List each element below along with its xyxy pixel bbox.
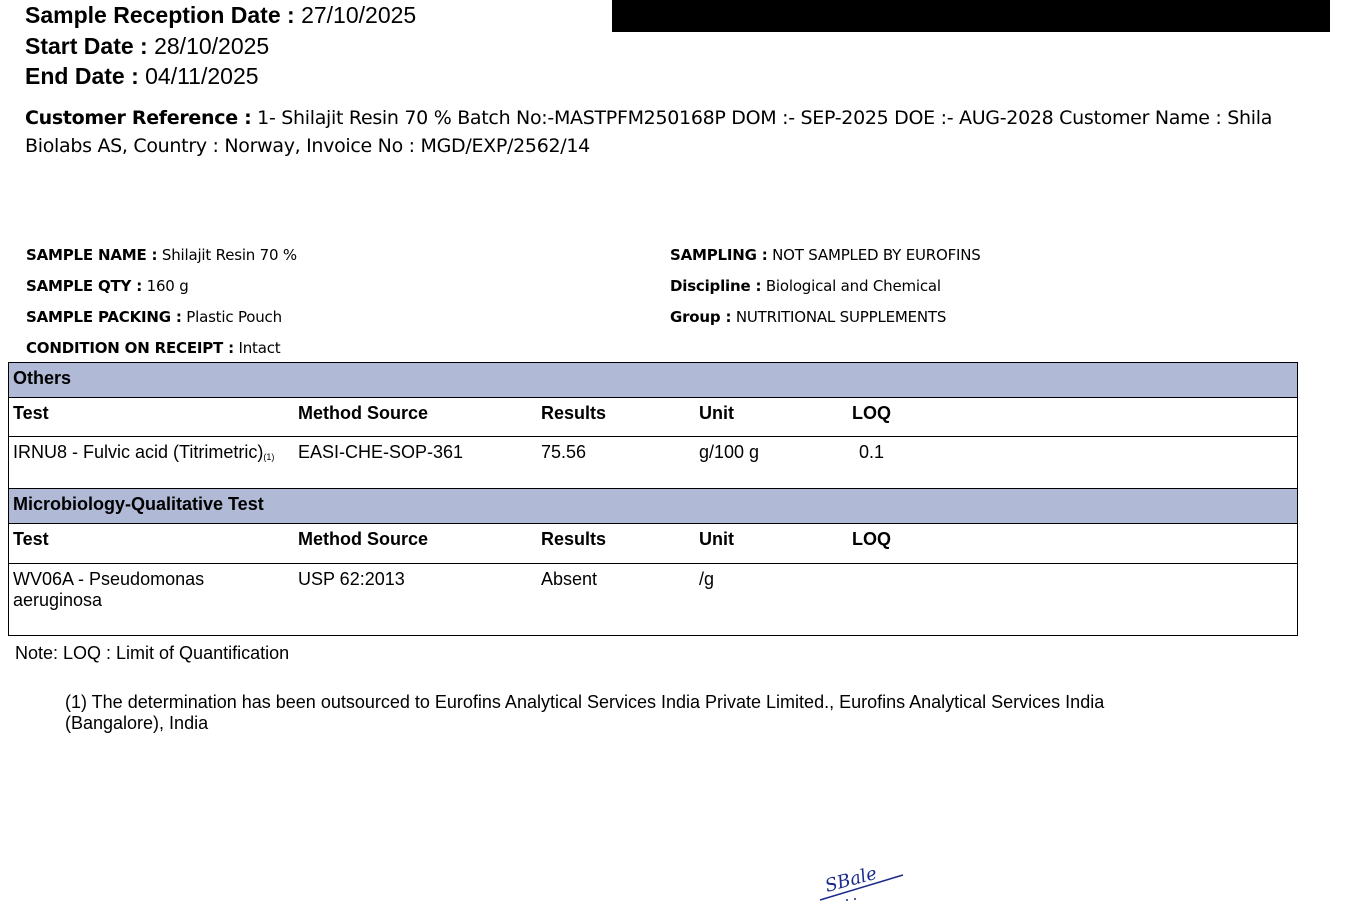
col-method: Method Source bbox=[298, 529, 429, 549]
cell-test: IRNU8 - Fulvic acid (Titrimetric)(1) bbox=[13, 442, 275, 462]
start-date: Start Date : 28/10/2025 bbox=[25, 33, 270, 59]
footnote-line2: (Bangalore), India bbox=[65, 713, 209, 733]
svg-text:SBale: SBale bbox=[823, 863, 879, 897]
col-results: Results bbox=[541, 529, 607, 549]
table-row: IRNU8 - Fulvic acid (Titrimetric)(1) EAS… bbox=[9, 437, 1297, 489]
column-header-row: Test Method Source Results Unit LOQ bbox=[9, 398, 1297, 437]
column-header-row: Test Method Source Results Unit LOQ bbox=[9, 524, 1297, 564]
cell-loq: 0.1 bbox=[859, 442, 885, 462]
cell-method: EASI-CHE-SOP-361 bbox=[298, 442, 464, 462]
cell-method: USP 62:2013 bbox=[298, 569, 405, 589]
col-unit: Unit bbox=[699, 529, 734, 549]
col-loq: LOQ bbox=[852, 403, 891, 423]
condition-on-receipt: CONDITION ON RECEIPT : Intact bbox=[26, 339, 281, 357]
col-results: Results bbox=[541, 403, 607, 423]
cell-unit: g/100 g bbox=[699, 442, 760, 462]
cell-test: WV06A - Pseudomonas aeruginosa bbox=[13, 569, 205, 610]
sample-qty: SAMPLE QTY : 160 g bbox=[26, 277, 189, 295]
discipline: Discipline : Biological and Chemical bbox=[670, 277, 941, 295]
col-test: Test bbox=[13, 529, 49, 549]
cell-result: 75.56 bbox=[541, 442, 587, 462]
cell-unit: /g bbox=[699, 569, 715, 589]
section-header-microbiology: Microbiology-Qualitative Test bbox=[9, 488, 1297, 524]
signature-image: SBale bbox=[819, 863, 904, 901]
sample-reception-date: Sample Reception Date : 27/10/2025 bbox=[25, 2, 417, 28]
footnote-line1: (1) The determination has been outsource… bbox=[65, 692, 1105, 712]
sample-packing: SAMPLE PACKING : Plastic Pouch bbox=[26, 308, 282, 326]
loq-note: Note: LOQ : Limit of Quantification bbox=[15, 643, 290, 663]
col-unit: Unit bbox=[699, 403, 734, 423]
sample-name: SAMPLE NAME : Shilajit Resin 70 % bbox=[26, 246, 297, 264]
redaction-block bbox=[612, 0, 1330, 32]
end-date: End Date : 04/11/2025 bbox=[25, 63, 259, 89]
results-table: Others Test Method Source Results Unit L… bbox=[8, 362, 1298, 636]
col-test: Test bbox=[13, 403, 49, 423]
col-method: Method Source bbox=[298, 403, 429, 423]
cell-result: Absent bbox=[541, 569, 598, 589]
table-row: WV06A - Pseudomonas aeruginosa USP 62:201… bbox=[9, 564, 1297, 635]
col-loq: LOQ bbox=[852, 529, 891, 549]
group: Group : NUTRITIONAL SUPPLEMENTS bbox=[670, 308, 947, 326]
section-header-others: Others bbox=[9, 363, 1297, 398]
customer-reference: Customer Reference : 1- Shilajit Resin 7… bbox=[25, 107, 1273, 157]
sampling: SAMPLING : NOT SAMPLED BY EUROFINS bbox=[670, 246, 981, 264]
